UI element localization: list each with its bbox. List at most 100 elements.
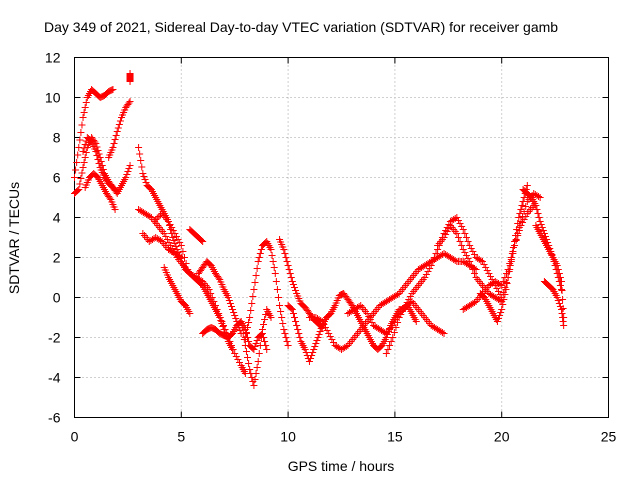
data-point (424, 268, 432, 275)
data-point (261, 338, 269, 345)
data-point (114, 124, 122, 132)
data-point (556, 303, 564, 310)
data-point (168, 224, 176, 231)
data-point (226, 338, 234, 345)
data-point (82, 149, 90, 156)
data-point (559, 296, 567, 303)
data-point (536, 218, 544, 225)
data-point (284, 342, 292, 349)
y-tick-label: 0 (53, 290, 61, 306)
data-point (250, 382, 258, 389)
data-point (382, 350, 390, 357)
data-point (237, 318, 245, 325)
data-point (126, 70, 134, 77)
data-point (394, 291, 402, 298)
data-point (311, 343, 319, 350)
data-point (535, 193, 543, 200)
data-point (522, 203, 530, 210)
data-point (244, 354, 252, 361)
data-point (288, 278, 296, 285)
data-point (137, 157, 145, 164)
data-point (232, 353, 240, 360)
data-point (186, 310, 194, 317)
data-point (392, 324, 400, 331)
data-point (252, 340, 260, 347)
data-point (442, 231, 450, 238)
data-point (504, 274, 512, 281)
data-point (226, 300, 234, 307)
data-point (558, 278, 566, 285)
data-point (534, 210, 542, 217)
data-point (244, 324, 252, 331)
data-point (387, 338, 395, 345)
data-point (494, 288, 502, 295)
x-axis-title: GPS time / hours (288, 458, 395, 474)
data-point (440, 330, 448, 337)
data-point (308, 352, 316, 359)
data-point (292, 287, 300, 294)
series-track-21 (382, 190, 544, 357)
data-point (363, 310, 371, 317)
data-point (513, 226, 521, 233)
data-point (464, 255, 472, 262)
series-track-12 (186, 226, 207, 245)
data-point (556, 274, 564, 281)
data-point (317, 325, 325, 332)
data-point (496, 281, 504, 288)
data-point (124, 168, 132, 175)
data-point (305, 358, 313, 365)
series-track-17 (276, 236, 326, 331)
data-point (126, 98, 134, 105)
data-point (520, 194, 528, 201)
data-point (558, 306, 566, 313)
data-point (146, 213, 154, 220)
data-point (242, 329, 250, 336)
x-tick-label: 25 (601, 429, 617, 445)
data-point (279, 320, 287, 327)
data-point (560, 322, 568, 329)
data-point (496, 297, 504, 304)
data-point (92, 148, 100, 155)
data-point (82, 99, 90, 106)
data-point (282, 254, 290, 261)
data-point (302, 349, 310, 356)
data-point (176, 253, 184, 260)
data-point (400, 305, 408, 312)
x-tick-label: 10 (280, 429, 296, 445)
series-track-9 (139, 230, 185, 261)
data-point (230, 309, 238, 316)
data-point (451, 257, 459, 264)
data-point (438, 329, 446, 336)
data-point (497, 309, 505, 316)
data-point (503, 279, 511, 286)
series-track-10 (152, 210, 192, 273)
data-point (307, 355, 315, 362)
data-point (469, 248, 477, 255)
data-point (293, 322, 301, 329)
series-track-16 (241, 238, 292, 349)
data-point (502, 286, 510, 293)
data-point (429, 258, 437, 265)
data-point (250, 286, 258, 293)
data-point (166, 221, 174, 228)
data-point (278, 314, 286, 321)
data-point (234, 356, 242, 363)
data-point (271, 270, 279, 277)
data-point (253, 364, 261, 371)
data-point (518, 202, 526, 209)
data-point (252, 272, 260, 279)
data-point (199, 238, 207, 245)
data-point (403, 299, 411, 306)
y-tick-label: -6 (48, 410, 61, 426)
data-point (553, 262, 561, 269)
data-point (213, 306, 221, 313)
data-point (368, 319, 376, 326)
data-point (251, 376, 259, 383)
data-point (478, 258, 486, 265)
data-point (511, 238, 519, 245)
data-point (482, 264, 490, 271)
x-tick-label: 20 (494, 429, 510, 445)
data-point (94, 156, 102, 163)
data-point (112, 132, 120, 139)
data-point (555, 300, 563, 307)
